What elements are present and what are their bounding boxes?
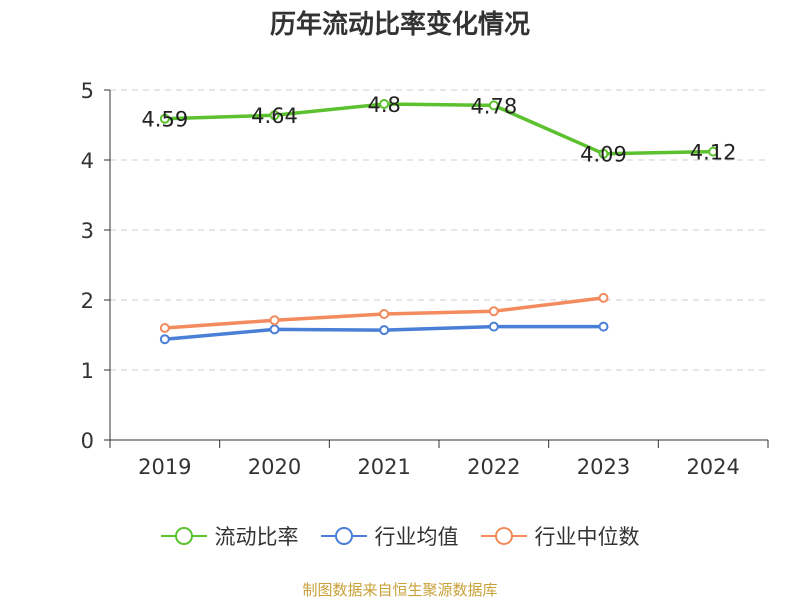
legend-item-industry-mean[interactable]: 行业均值 — [320, 521, 459, 551]
data-source: 制图数据来自恒生聚源数据库 — [302, 581, 498, 599]
y-tick-label: 0 — [81, 429, 94, 453]
series-lines — [159, 99, 719, 345]
data-point — [598, 148, 609, 159]
data-point — [159, 334, 170, 345]
x-tick-label: 2023 — [577, 455, 630, 479]
data-point — [598, 292, 609, 303]
data-point — [598, 321, 609, 332]
chart-title: 历年流动比率变化情况 — [269, 10, 530, 40]
legend-label: 行业中位数 — [534, 525, 640, 549]
x-tick-label: 2022 — [467, 455, 520, 479]
legend-marker-blue-icon — [320, 527, 367, 545]
legend-item-current-ratio[interactable]: 流动比率 — [160, 521, 299, 551]
data-point — [708, 146, 719, 157]
data-point — [269, 324, 280, 335]
data-point — [379, 325, 390, 336]
y-tick-label: 3 — [81, 219, 94, 243]
data-point — [488, 100, 499, 111]
data-label: 4.8 — [367, 93, 400, 117]
data-label: 4.09 — [580, 143, 627, 167]
data-point — [159, 323, 170, 333]
legend: 流动比率 行业均值 行业中位数 — [0, 520, 800, 552]
y-tick-label: 5 — [81, 79, 94, 103]
legend-item-industry-median[interactable]: 行业中位数 — [480, 521, 640, 551]
data-point — [269, 110, 280, 121]
y-tick-label: 2 — [81, 289, 94, 313]
data-point — [488, 306, 499, 317]
axes: 0 1 2 3 4 5 2019 2020 2021 2022 2023 2024 — [81, 79, 769, 479]
x-tick-label: 2020 — [248, 455, 301, 479]
x-tick-label: 2021 — [357, 455, 410, 479]
series-line-0 — [164, 102, 714, 156]
data-label: 4.78 — [470, 94, 517, 118]
data-label: 4.64 — [251, 104, 298, 128]
data-labels: 4.59 4.64 4.8 4.78 4.09 4.12 — [141, 93, 736, 167]
y-tick-label: 4 — [81, 149, 94, 173]
data-point — [269, 315, 280, 326]
legend-marker-green-icon — [160, 527, 207, 545]
data-point — [159, 113, 170, 124]
data-point — [379, 99, 390, 109]
x-tick-label: 2024 — [686, 455, 739, 479]
x-tick-label: 2019 — [138, 455, 191, 479]
data-label: 4.59 — [141, 108, 188, 132]
data-label: 4.12 — [690, 141, 737, 165]
legend-label: 流动比率 — [214, 525, 299, 549]
legend-marker-orange-icon — [480, 527, 527, 545]
y-tick-label: 1 — [81, 359, 94, 383]
data-point — [379, 309, 390, 319]
data-point — [488, 321, 499, 332]
legend-label: 行业均值 — [374, 525, 459, 549]
